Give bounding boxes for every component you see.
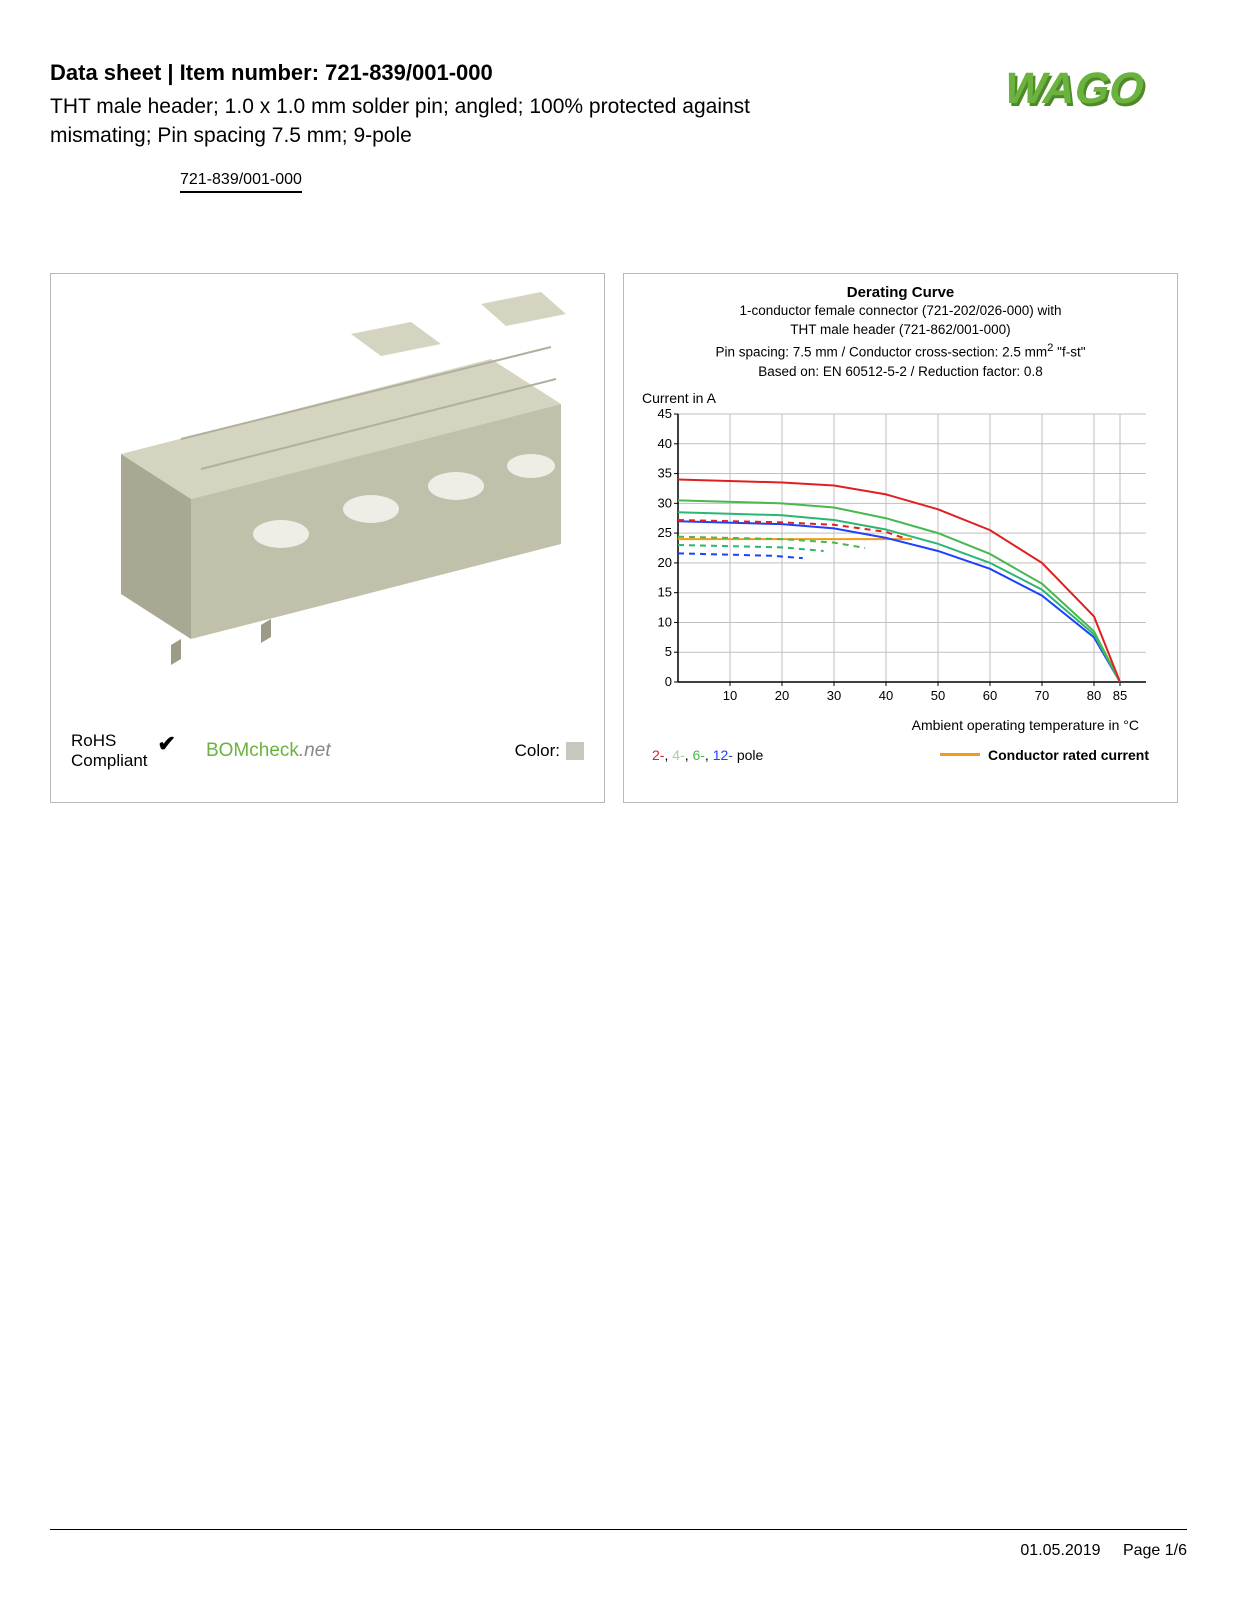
svg-text:60: 60 (983, 688, 997, 703)
svg-text:40: 40 (658, 435, 672, 450)
chart-plot: 0 5 10 15 20 25 30 35 40 45 10 20 30 40 50 60 70 80 85 (642, 408, 1159, 713)
chart-panel: Derating Curve 1-conductor female connec… (623, 273, 1178, 803)
svg-text:70: 70 (1035, 688, 1049, 703)
chart-sub2: THT male header (721-862/001-000) (642, 320, 1159, 340)
datasheet-label: Data sheet (50, 60, 161, 85)
rohs-badge: RoHS Compliant ✔ (71, 731, 176, 772)
chart-title: Derating Curve (642, 284, 1159, 301)
chart-sub4: Based on: EN 60512-5-2 / Reduction facto… (642, 362, 1159, 382)
color-swatch (566, 742, 584, 760)
wago-logo-svg: WAGO WAGO (987, 60, 1187, 120)
header-text: Data sheet | Item number: 721-839/001-00… (50, 60, 987, 151)
title-sep: | (161, 60, 179, 85)
chart-subtitle: 1-conductor female connector (721-202/02… (642, 301, 1159, 382)
product-panel: RoHS Compliant ✔ BOMcheck.net Color: (50, 273, 605, 803)
item-number-label: Item number: (180, 60, 319, 85)
svg-text:5: 5 (665, 644, 672, 659)
svg-text:30: 30 (658, 495, 672, 510)
svg-text:80: 80 (1087, 688, 1101, 703)
rohs-line1: RoHS (71, 731, 148, 751)
rohs-text: RoHS Compliant (71, 731, 148, 772)
item-number: 721-839/001-000 (325, 60, 493, 85)
svg-text:WAGO: WAGO (999, 65, 1150, 113)
product-image (51, 274, 604, 694)
crc-label: Conductor rated current (988, 747, 1149, 763)
chart-sub3: Pin spacing: 7.5 mm / Conductor cross-se… (642, 340, 1159, 362)
footer-text: 01.05.2019 Page 1/6 (1020, 1542, 1187, 1560)
x-axis-label: Ambient operating temperature in °C (642, 717, 1159, 733)
svg-text:15: 15 (658, 584, 672, 599)
color-label: Color: (515, 741, 584, 761)
legend-poles: 2-, 4-, 6-, 12- pole (652, 747, 763, 763)
svg-text:40: 40 (879, 688, 893, 703)
svg-text:10: 10 (723, 688, 737, 703)
wago-logo: WAGO WAGO (987, 60, 1187, 125)
crc-line-icon (940, 753, 980, 756)
footer-page: Page 1/6 (1123, 1542, 1187, 1559)
svg-text:20: 20 (658, 554, 672, 569)
svg-text:20: 20 (775, 688, 789, 703)
check-icon: ✔ (158, 731, 176, 757)
bomcheck-main: BOMcheck (206, 740, 299, 761)
svg-text:30: 30 (827, 688, 841, 703)
svg-text:85: 85 (1113, 688, 1127, 703)
svg-text:50: 50 (931, 688, 945, 703)
item-code-underlined: 721-839/001-000 (180, 171, 302, 193)
footer-rule (50, 1529, 1187, 1530)
y-axis-label: Current in A (642, 390, 1159, 406)
chart-sub1: 1-conductor female connector (721-202/02… (642, 301, 1159, 321)
svg-text:0: 0 (665, 674, 672, 689)
svg-text:45: 45 (658, 408, 672, 421)
bomcheck-badge: BOMcheck.net (206, 740, 331, 762)
legend-row: 2-, 4-, 6-, 12- pole Conductor rated cur… (642, 747, 1159, 763)
legend-conductor-rated: Conductor rated current (940, 747, 1149, 763)
panels-row: RoHS Compliant ✔ BOMcheck.net Color: Der… (50, 273, 1187, 803)
title-line: Data sheet | Item number: 721-839/001-00… (50, 60, 987, 86)
page-header: Data sheet | Item number: 721-839/001-00… (50, 60, 1187, 151)
item-code-underlined-wrap: 721-839/001-000 (50, 159, 1187, 193)
badges-row: RoHS Compliant ✔ BOMcheck.net Color: (71, 731, 584, 772)
rohs-line2: Compliant (71, 751, 148, 771)
color-text: Color: (515, 741, 560, 761)
footer-date: 01.05.2019 (1020, 1542, 1100, 1559)
connector-illustration (51, 274, 606, 694)
svg-text:10: 10 (658, 614, 672, 629)
derating-chart-svg: 0 5 10 15 20 25 30 35 40 45 10 20 30 40 50 60 70 80 85 (642, 408, 1162, 708)
subtitle: THT male header; 1.0 x 1.0 mm solder pin… (50, 92, 850, 151)
bomcheck-suffix: .net (299, 740, 331, 761)
svg-text:35: 35 (658, 465, 672, 480)
svg-text:25: 25 (658, 525, 672, 540)
